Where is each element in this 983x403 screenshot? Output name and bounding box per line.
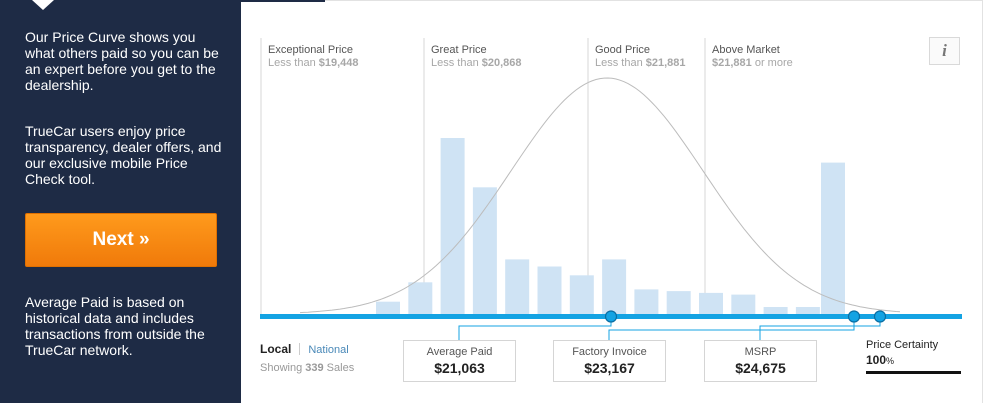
certainty-value: 100% xyxy=(866,353,895,367)
zone-threshold: Less than $20,868 xyxy=(431,57,522,69)
tab-national[interactable]: National xyxy=(308,344,349,356)
price-marker-factory-invoice[interactable] xyxy=(847,310,861,323)
price-bar xyxy=(666,291,691,314)
zone-threshold: $21,881 or more xyxy=(712,57,793,69)
price-value: $23,167 xyxy=(584,360,635,376)
tab-local[interactable]: Local xyxy=(260,342,292,356)
price-bar xyxy=(537,266,562,314)
tab-divider xyxy=(299,343,301,355)
price-marker-msrp[interactable] xyxy=(873,310,887,323)
price-bar xyxy=(699,292,723,314)
price-bar xyxy=(440,138,465,314)
price-marker-average-paid[interactable] xyxy=(604,310,618,323)
marker-connector xyxy=(759,318,881,340)
price-bar xyxy=(505,259,530,314)
certainty-bar xyxy=(866,371,961,374)
zone-title: Exceptional Price xyxy=(268,44,353,56)
zone-exceptional: Exceptional Price Less than $19,448 xyxy=(268,44,359,70)
zone-title: Above Market xyxy=(712,44,780,56)
next-button[interactable]: Next » xyxy=(25,213,217,267)
price-curve xyxy=(299,77,901,314)
price-bar xyxy=(731,294,756,314)
promo-sidebar: Our Price Curve shows you what others pa… xyxy=(0,0,241,403)
average-paid-box[interactable]: Average Paid $21,063 xyxy=(403,340,516,382)
zone-above-market: Above Market $21,881 or more xyxy=(712,44,793,70)
price-bar xyxy=(763,307,788,314)
price-bar xyxy=(569,275,594,314)
price-bar xyxy=(634,289,659,314)
factory-invoice-box[interactable]: Factory Invoice $23,167 xyxy=(553,340,666,382)
marker-connector xyxy=(458,318,612,340)
price-label: MSRP xyxy=(744,346,777,358)
features-text: TrueCar users enjoy price transparency, … xyxy=(25,123,222,187)
zone-great: Great Price Less than $20,868 xyxy=(431,44,522,70)
price-bar xyxy=(602,259,627,314)
average-paid-note: Average Paid is based on historical data… xyxy=(25,294,205,358)
zone-good: Good Price Less than $21,881 xyxy=(595,44,686,70)
region-tabs: Local National xyxy=(260,342,349,356)
marker-connector xyxy=(608,318,855,340)
msrp-box[interactable]: MSRP $24,675 xyxy=(704,340,817,382)
zone-threshold: Less than $19,448 xyxy=(268,57,359,69)
zone-title: Great Price xyxy=(431,44,487,56)
price-value: $24,675 xyxy=(735,360,786,376)
price-bar xyxy=(408,282,433,314)
certainty-label: Price Certainty xyxy=(866,339,939,351)
intro-text: Our Price Curve shows you what others pa… xyxy=(25,29,219,93)
price-label: Average Paid xyxy=(426,346,493,358)
zone-title: Good Price xyxy=(595,44,651,56)
price-bar xyxy=(472,187,497,314)
zone-threshold: Less than $21,881 xyxy=(595,57,686,69)
price-label: Factory Invoice xyxy=(572,346,647,358)
price-certainty: Price Certainty 100% xyxy=(866,339,961,374)
price-bar xyxy=(821,162,845,314)
pointer-notch xyxy=(32,0,54,10)
price-bar xyxy=(376,301,400,314)
sales-count: Showing 339 Sales xyxy=(260,362,355,374)
price-bar xyxy=(795,307,820,314)
info-icon[interactable]: i xyxy=(929,37,960,65)
price-value: $21,063 xyxy=(434,360,485,376)
top-tab-indicator xyxy=(241,0,325,2)
